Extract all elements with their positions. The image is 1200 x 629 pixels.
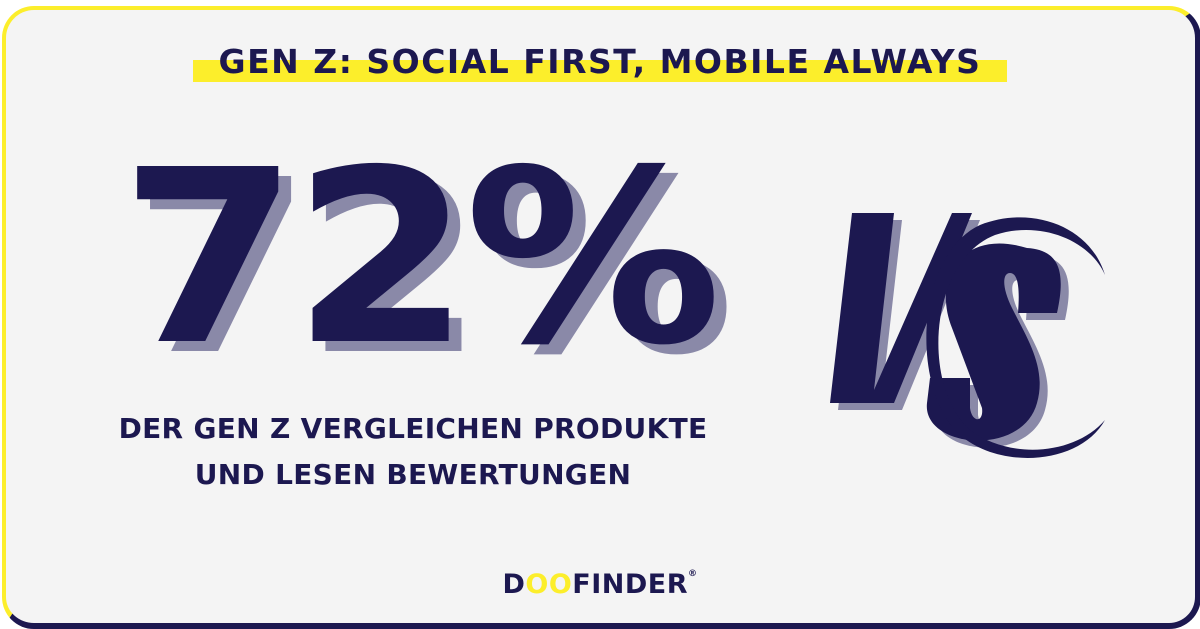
statistic-description: DER GEN Z VERGLEICHEN PRODUKTE UND LESEN…: [40, 406, 786, 498]
statistic-value: 72%: [120, 118, 722, 398]
title-wrap: GEN Z: SOCIAL FIRST, MOBILE ALWAYS: [0, 42, 1200, 82]
doofinder-logo: DOOFINDER®: [0, 568, 1200, 602]
registered-mark: ®: [688, 569, 698, 579]
logo-prefix: D: [502, 569, 526, 600]
vs-graphic: [830, 213, 1105, 458]
logo-suffix: FINDER: [572, 569, 689, 600]
logo-infinity: OO: [525, 569, 573, 600]
headline: GEN Z: SOCIAL FIRST, MOBILE ALWAYS: [192, 42, 1008, 82]
description-line-2: UND LESEN BEWERTUNGEN: [194, 458, 632, 491]
vs-letters: [830, 213, 1061, 441]
description-line-1: DER GEN Z VERGLEICHEN PRODUKTE: [118, 412, 708, 445]
